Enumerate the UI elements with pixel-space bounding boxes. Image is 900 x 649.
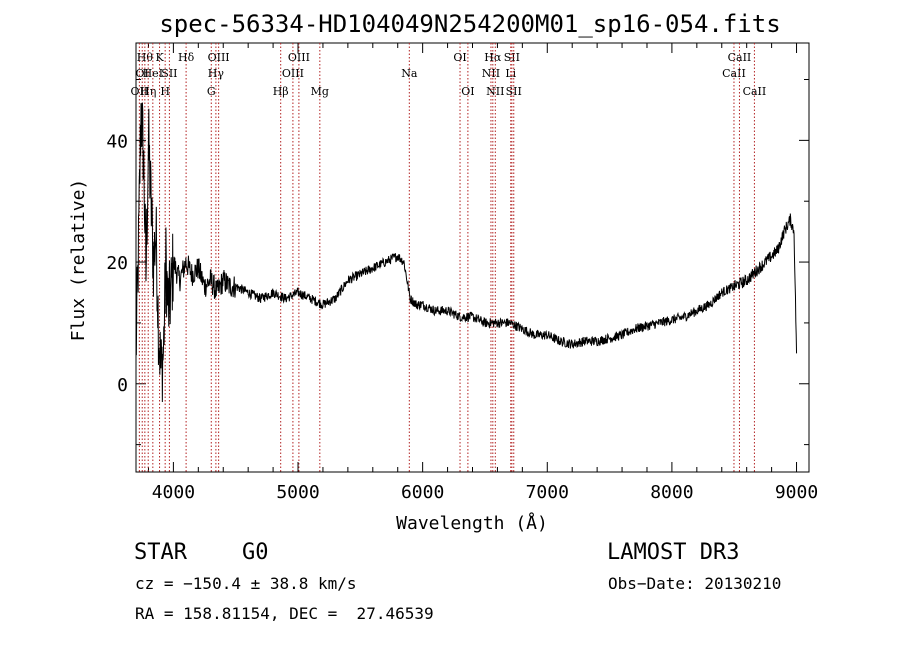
survey-label: LAMOST DR3: [607, 540, 740, 565]
line-marker-label: NII: [486, 85, 504, 98]
x-tick-label: 9000: [775, 482, 818, 503]
line-marker-label: OI: [453, 51, 466, 64]
x-axis: 4000 5000 6000 7000 8000 9000: [147, 43, 818, 503]
line-marker-label: Hθ: [137, 51, 154, 64]
line-marker-label: Li: [505, 67, 516, 80]
line-marker-label: OI: [461, 85, 474, 98]
line-marker-label: CaII: [743, 85, 767, 98]
line-marker-label: Hγ: [208, 67, 225, 80]
y-axis-label: Flux (relative): [68, 179, 89, 342]
line-marker-label: Mg: [311, 85, 329, 98]
line-marker-label: SII: [161, 67, 177, 80]
y-axis: 0 20 40: [106, 79, 809, 446]
y-tick-label: 0: [117, 375, 128, 396]
x-tick-label: 8000: [650, 482, 693, 503]
line-marker-label: K: [155, 51, 164, 64]
chart-title: spec-56334-HD104049N254200M01_sp16-054.f…: [159, 10, 780, 38]
series-layer: [135, 102, 798, 402]
x-tick-label: 7000: [526, 482, 569, 503]
line-marker-label: Hα: [484, 51, 502, 64]
x-tick-label: 5000: [276, 482, 319, 503]
line-marker-label: SII: [506, 85, 522, 98]
coordinates: RA = 158.81154, DEC = 27.46539: [135, 604, 434, 623]
line-marker-label: OIII: [208, 51, 230, 64]
x-tick-label: 4000: [152, 482, 195, 503]
x-axis-label: Wavelength (Å): [396, 512, 548, 534]
y-tick-label: 40: [106, 131, 128, 152]
line-marker-label: OIII: [288, 51, 310, 64]
line-marker-label: Hδ: [178, 51, 195, 64]
line-marker-label: G: [207, 85, 216, 98]
line-marker-label: Hβ: [273, 85, 289, 98]
plot-frame: [135, 42, 810, 473]
line-marker-label: SII: [504, 51, 520, 64]
observation-date: Obs−Date: 20130210: [608, 574, 782, 593]
line-marker-label: Hη: [140, 85, 156, 98]
object-subclass: G0: [242, 540, 269, 565]
line-marker-label: NII: [482, 67, 500, 80]
line-marker-label: H: [160, 85, 170, 98]
spectrum-line: [135, 102, 798, 402]
line-marker-label: OIII: [282, 67, 304, 80]
line-marker-label: CaII: [728, 51, 752, 64]
line-marker-label: OII: [131, 85, 149, 98]
y-tick-label: 20: [106, 253, 128, 274]
object-class: STAR: [134, 540, 187, 565]
line-marker-label: OI: [136, 67, 149, 80]
spectral-line-markers: OIIOIHθHηHeIKHSIIHδGHγOIIIHβOIIIOIIIMgNa…: [131, 43, 767, 472]
line-marker-label: HeI: [143, 67, 163, 80]
x-tick-label: 6000: [401, 482, 444, 503]
line-marker-label: CaII: [722, 67, 746, 80]
redshift-readout: cz = −150.4 ± 38.8 km/s: [135, 574, 357, 593]
line-marker-label: Na: [401, 67, 418, 80]
